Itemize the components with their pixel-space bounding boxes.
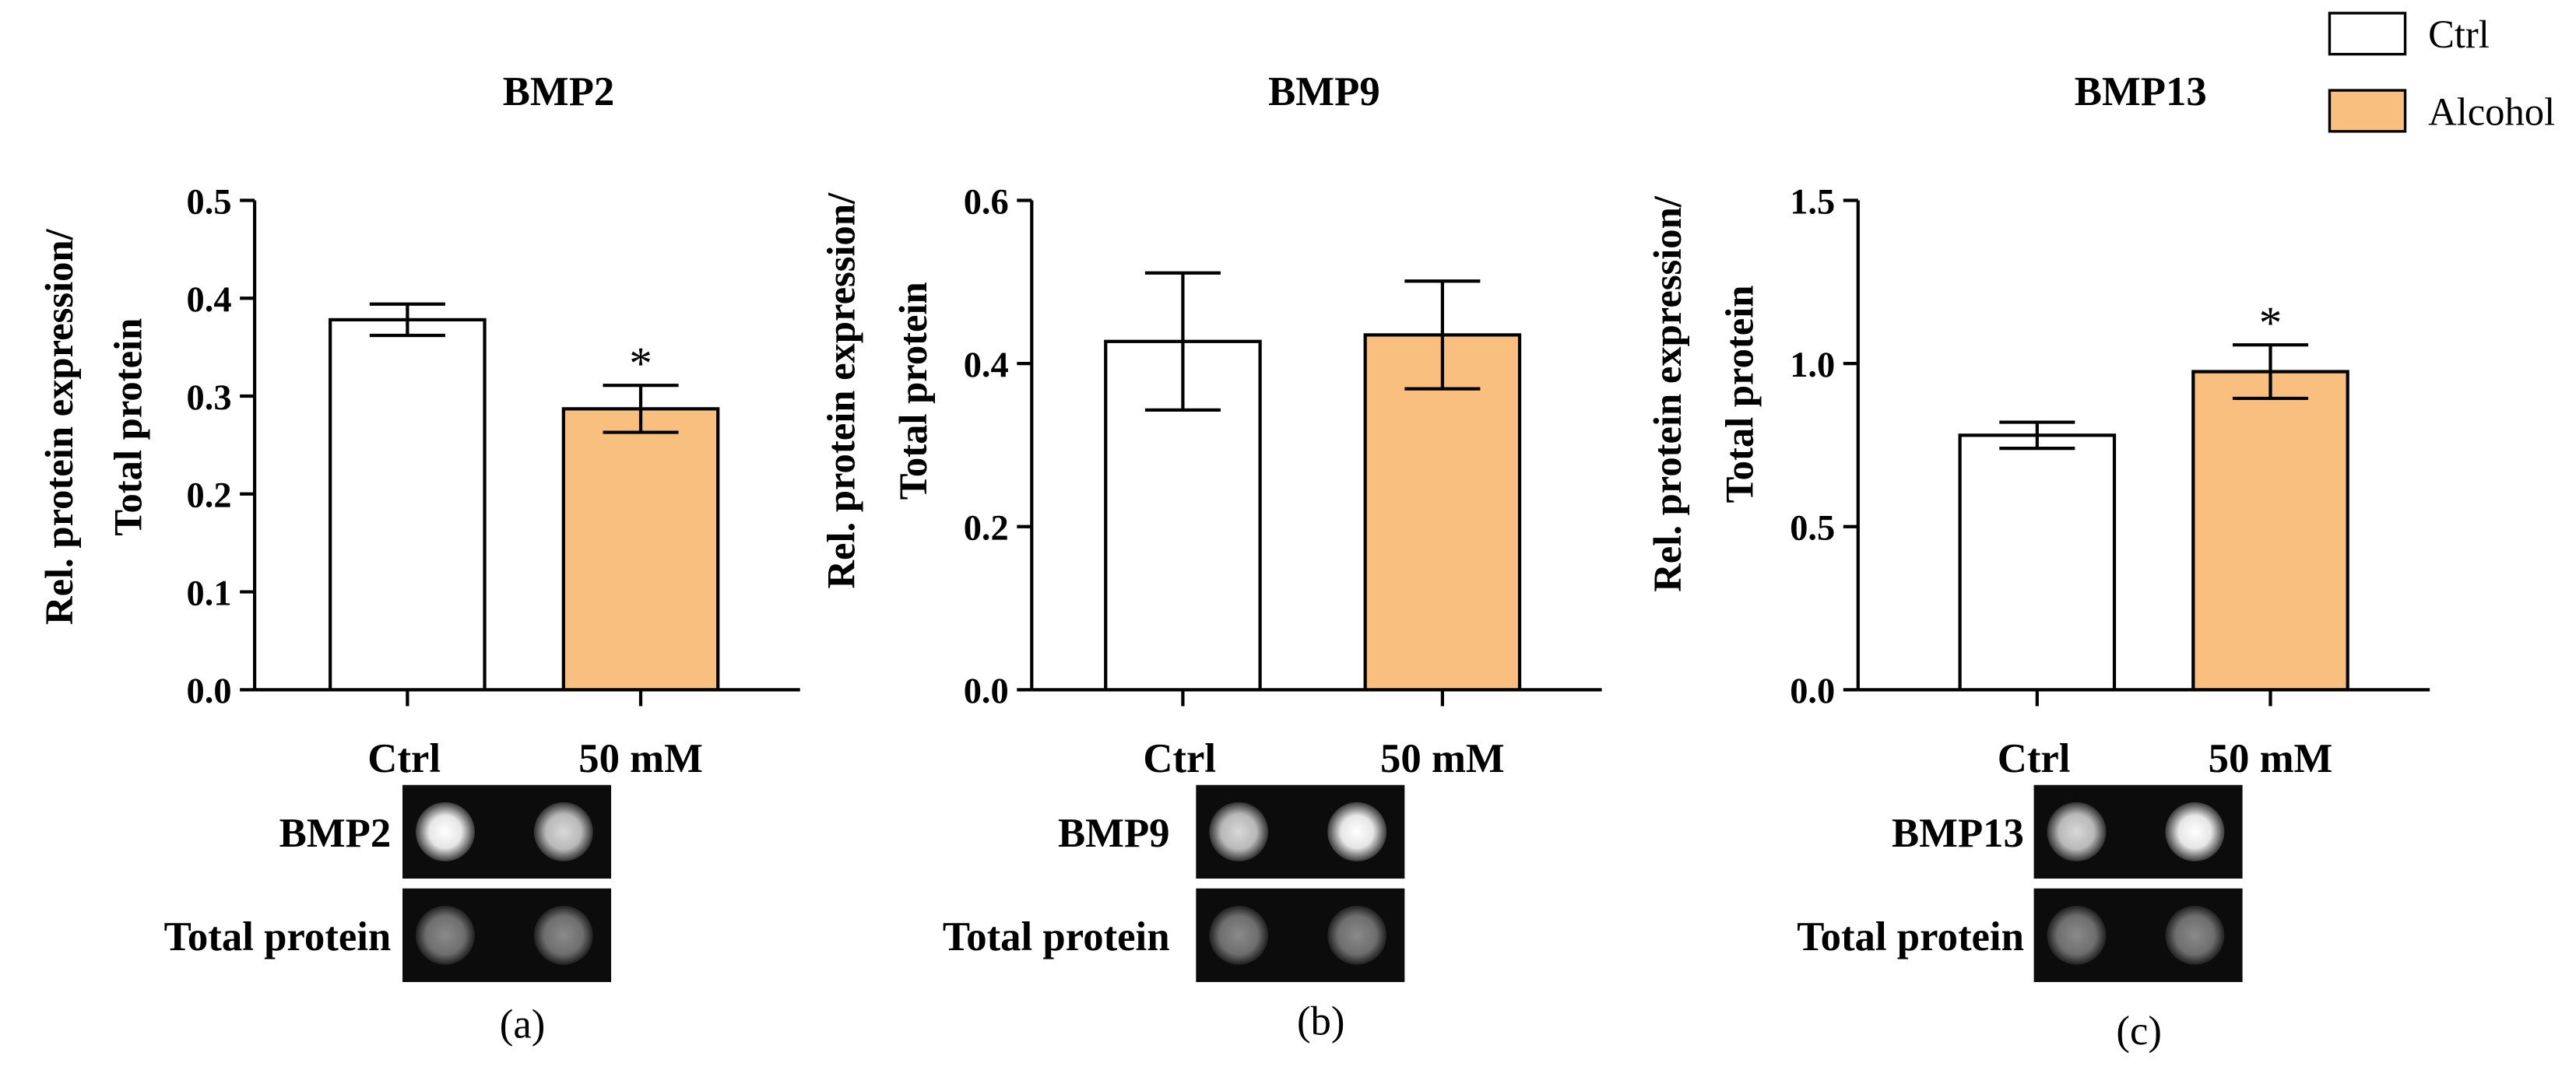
blot-dot — [415, 905, 475, 965]
panel-2: BMP13 0.0 0.5 1.0 1.5 Rel. protein expression… — [1646, 69, 2430, 1054]
y-tick-label: 0.5 — [187, 182, 232, 222]
blot-dot — [2047, 905, 2107, 965]
chart-title: BMP13 — [2075, 69, 2207, 114]
x-tick-label: Ctrl — [1998, 736, 2071, 781]
x-tick-label: Ctrl — [367, 736, 441, 781]
y-tick-label: 1.5 — [1790, 182, 1835, 222]
blot-dot — [2047, 802, 2107, 861]
blot-label-1: Total protein — [164, 914, 392, 959]
y-tick-label: 0.4 — [964, 346, 1009, 385]
bar-1 — [1363, 333, 1522, 692]
blot-dot — [1327, 905, 1387, 965]
significance-marker: * — [629, 338, 652, 389]
panel-0: BMP2 0.0 0.1 0.2 0.3 0.4 0.5 Rel. protein expre… — [37, 69, 800, 1047]
panel-label: (b) — [1297, 999, 1345, 1044]
x-tick-label: 50 mM — [578, 736, 703, 781]
y-tick-label: 0.0 — [1790, 672, 1835, 711]
panel-1: BMP9 0.0 0.2 0.4 0.6 Rel. protein expression/… — [819, 69, 1602, 1044]
legend-scaled: Ctrl Alcohol — [2328, 12, 2555, 133]
y-axis-label-line1: Rel. protein expression/ — [1646, 195, 1689, 592]
blot-dot — [533, 905, 593, 965]
blot-label-0: BMP9 — [1058, 811, 1170, 856]
blot-dot — [2165, 802, 2225, 861]
x-tick-label: 50 mM — [1380, 736, 1505, 781]
bar-0 — [329, 317, 487, 692]
y-tick-label: 0.6 — [964, 182, 1009, 222]
panel-label: (a) — [500, 1002, 546, 1047]
y-axis-label-line2: Total protein — [891, 282, 935, 500]
y-axis-label-line2: Total protein — [1718, 286, 1762, 503]
y-axis-label-line2: Total protein — [106, 318, 149, 536]
y-tick-label: 0.2 — [964, 509, 1009, 549]
y-tick-label: 0.5 — [1790, 509, 1835, 549]
bar-1 — [2191, 370, 2349, 692]
x-tick-label: 50 mM — [2209, 736, 2333, 781]
blot-label-0: BMP2 — [279, 811, 392, 856]
legend: Ctrl Alcohol — [2328, 12, 2555, 133]
panel-label: (c) — [2116, 1009, 2162, 1054]
y-tick-label: 0.0 — [187, 672, 232, 711]
blot-dot — [1209, 802, 1269, 861]
y-tick-label: 0.1 — [187, 574, 232, 613]
blot-label-1: Total protein — [943, 914, 1170, 959]
y-tick-label: 1.0 — [1790, 346, 1835, 385]
blot-dot — [1327, 802, 1387, 861]
y-tick-label: 0.2 — [187, 476, 232, 516]
blot-dot — [2165, 905, 2225, 965]
legend-label-0: Ctrl — [2428, 12, 2490, 56]
bar-0 — [1958, 433, 2117, 692]
significance-marker: * — [2259, 297, 2283, 349]
blot-dot — [415, 802, 475, 861]
y-tick-label: 0.4 — [187, 280, 232, 320]
chart-title: BMP9 — [1268, 69, 1380, 114]
y-axis-label-line1: Rel. protein expression/ — [819, 192, 863, 589]
y-tick-label: 0.3 — [187, 378, 232, 418]
legend-swatch-1 — [2328, 89, 2407, 133]
y-tick-label: 0.0 — [964, 672, 1009, 711]
x-tick-label: Ctrl — [1143, 736, 1216, 781]
y-axis-label-line1: Rel. protein expression/ — [37, 228, 81, 625]
blot-label-1: Total protein — [1797, 914, 2024, 959]
blot-label-0: BMP13 — [1892, 811, 2024, 856]
blot-dot — [533, 802, 593, 861]
legend-swatch-0 — [2328, 12, 2407, 56]
legend-label-1: Alcohol — [2428, 89, 2555, 133]
chart-title: BMP2 — [503, 69, 615, 114]
bar-1 — [561, 407, 720, 692]
panels-scaled: BMP2 0.0 0.1 0.2 0.3 0.4 0.5 Rel. protein expre… — [37, 69, 2430, 1054]
blot-dot — [1209, 905, 1269, 965]
